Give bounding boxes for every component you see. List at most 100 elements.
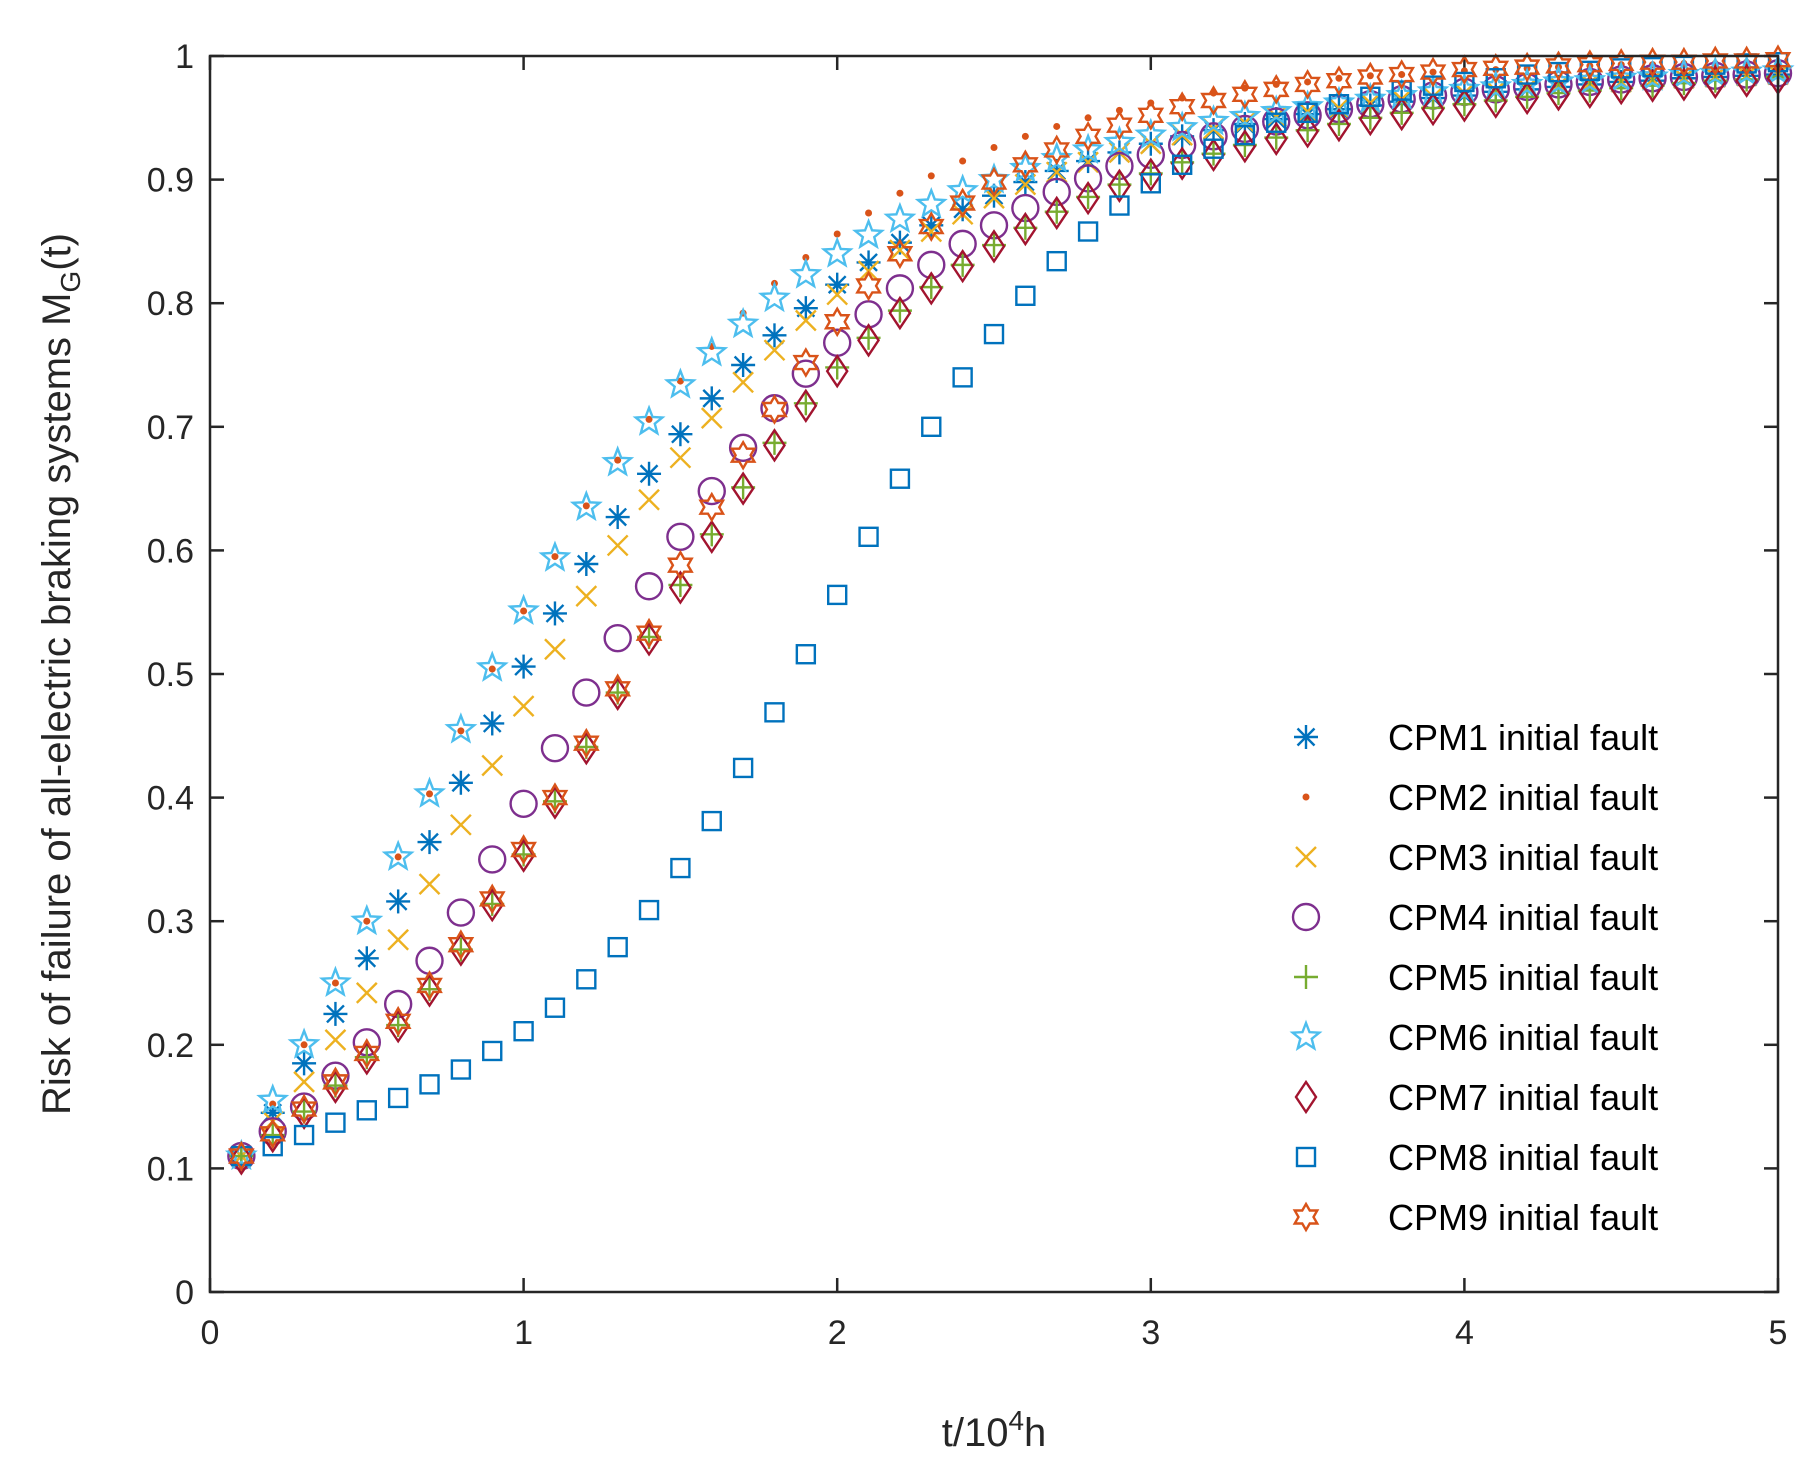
- data-point: [762, 323, 787, 348]
- data-point: [1171, 154, 1193, 175]
- data-point: [820, 236, 854, 268]
- data-point: [946, 173, 980, 205]
- y-tick-label: 0.5: [147, 656, 194, 694]
- data-point: [1388, 59, 1416, 90]
- data-point: [292, 1051, 317, 1076]
- data-point: [481, 754, 504, 777]
- data-point: [1084, 114, 1092, 122]
- data-point: [482, 1040, 503, 1062]
- data-point: [318, 965, 352, 998]
- legend-item: CPM3 initial fault: [1295, 837, 1658, 878]
- data-point: [353, 1038, 381, 1069]
- data-point: [574, 551, 599, 576]
- data-point: [1335, 74, 1343, 82]
- data-point: [582, 502, 590, 510]
- legend-marker: [1291, 902, 1321, 932]
- data-point: [695, 335, 729, 367]
- data-point: [300, 1041, 308, 1049]
- data-point: [1168, 91, 1196, 123]
- legend-label: CPM7 initial fault: [1388, 1077, 1658, 1118]
- data-point: [1304, 78, 1312, 86]
- data-point: [959, 157, 967, 165]
- y-tick-label: 0.3: [147, 903, 194, 941]
- data-point: [823, 306, 851, 338]
- data-point: [1422, 75, 1444, 96]
- data-point: [416, 970, 443, 1001]
- y-tick-label: 0.4: [147, 780, 194, 818]
- data-point: [1046, 250, 1067, 272]
- data-point: [1231, 78, 1259, 110]
- data-point: [324, 1029, 347, 1051]
- legend-label: CPM9 initial fault: [1388, 1197, 1658, 1238]
- data-point: [792, 347, 820, 378]
- data-point: [575, 585, 598, 607]
- data-point: [825, 354, 849, 389]
- data-point: [1452, 88, 1476, 123]
- data-point: [855, 270, 882, 302]
- data-point: [1109, 195, 1130, 216]
- data-point: [1203, 138, 1224, 159]
- data-point: [638, 488, 660, 511]
- data-point: [638, 899, 660, 921]
- data-point: [1735, 63, 1759, 98]
- data-point: [1233, 129, 1257, 164]
- data-point: [1107, 168, 1131, 203]
- data-point: [480, 711, 505, 736]
- legend-marker: [1294, 1079, 1318, 1115]
- legend-item: CPM1 initial fault: [1294, 717, 1658, 758]
- data-point: [667, 549, 694, 581]
- data-point: [1609, 70, 1633, 106]
- data-point: [551, 553, 559, 561]
- data-point: [791, 359, 821, 388]
- data-point: [413, 776, 446, 808]
- data-point: [1578, 74, 1602, 110]
- y-axis-title: Risk of failure of all-electric braking …: [35, 233, 86, 1115]
- data-point: [1200, 85, 1227, 116]
- data-point: [983, 323, 1005, 345]
- legend: CPM1 initial fault CPM2 initial fault CPM3…: [1289, 717, 1658, 1238]
- data-point: [1429, 68, 1437, 76]
- data-point: [990, 143, 998, 151]
- data-point: [520, 607, 528, 615]
- data-point: [637, 622, 661, 657]
- x-axis-title-tail: h: [1024, 1411, 1046, 1455]
- data-point: [569, 489, 603, 522]
- data-point: [1454, 71, 1475, 93]
- data-point: [794, 309, 817, 332]
- data-point: [384, 1005, 412, 1037]
- data-point: [886, 238, 914, 270]
- data-point: [833, 230, 841, 238]
- y-tick-label: 0.2: [147, 1027, 194, 1065]
- data-point: [983, 187, 1005, 209]
- data-point: [1515, 80, 1539, 116]
- data-markers: [224, 44, 1795, 1176]
- data-point: [634, 572, 664, 601]
- data-point: [764, 702, 785, 723]
- series-8: [231, 51, 1789, 1167]
- data-point: [1419, 56, 1447, 88]
- data-point: [259, 1118, 287, 1150]
- data-point: [387, 928, 410, 951]
- data-point: [544, 638, 566, 661]
- data-point: [888, 295, 912, 331]
- y-axis-title-tail: (t): [35, 233, 79, 271]
- legend-marker: [1295, 1146, 1317, 1168]
- data-point: [666, 522, 695, 552]
- legend-item: CPM9 initial fault: [1292, 1197, 1658, 1238]
- data-point: [507, 593, 541, 625]
- data-point: [538, 540, 572, 572]
- data-point: [732, 757, 754, 779]
- data-point: [663, 367, 697, 399]
- data-point: [1358, 101, 1382, 137]
- data-point: [980, 166, 1008, 198]
- data-point: [606, 534, 629, 557]
- data-point: [1547, 77, 1570, 112]
- data-point: [927, 172, 935, 180]
- data-point: [919, 271, 943, 306]
- data-point: [293, 1071, 315, 1093]
- data-point: [697, 476, 726, 506]
- data-point: [794, 388, 818, 423]
- data-point: [1077, 221, 1099, 242]
- data-point: [1366, 72, 1374, 80]
- data-point: [448, 770, 473, 795]
